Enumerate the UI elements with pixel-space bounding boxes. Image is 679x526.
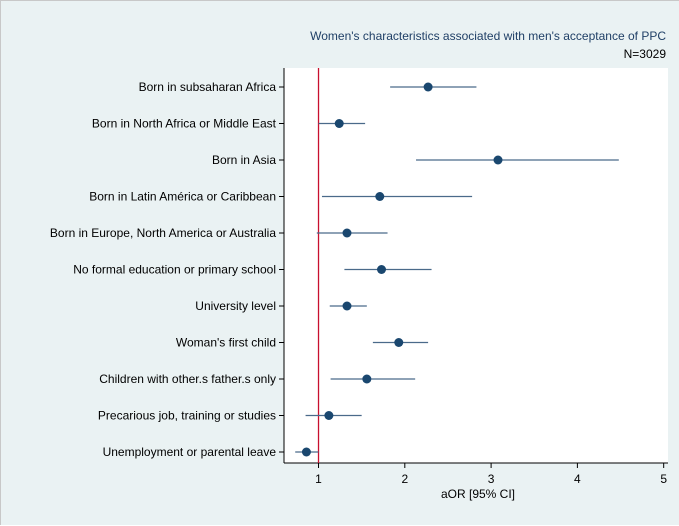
x-axis-title: aOR [95% CI] [441, 487, 515, 501]
chart-title: Women's characteristics associated with … [310, 29, 666, 43]
category-label: Children with other.s father.s only [99, 372, 276, 386]
category-label: Precarious job, training or studies [98, 409, 276, 423]
category-label: Woman's first child [176, 336, 276, 350]
x-tick-label: 5 [660, 472, 667, 486]
estimate-point [362, 374, 372, 384]
estimate-point [324, 411, 334, 420]
category-label: Born in subsaharan Africa [139, 80, 277, 94]
estimate-point [375, 192, 385, 201]
chart-subtitle: N=3029 [624, 47, 667, 61]
category-label: Unemployment or parental leave [103, 445, 277, 459]
x-tick-label: 2 [401, 472, 408, 486]
estimate-point [334, 119, 344, 128]
estimate-point [394, 338, 404, 347]
category-label: Born in Asia [212, 153, 276, 167]
y-axis-ticks: Born in subsaharan Africa Born in North A… [50, 80, 284, 459]
category-label: Born in North Africa or Middle East [92, 117, 277, 131]
estimate-point [377, 265, 387, 274]
estimate-point [342, 228, 352, 238]
category-label: Born in Europe, North America or Austral… [50, 226, 276, 240]
estimate-point [493, 155, 503, 165]
x-tick-label: 4 [574, 472, 581, 486]
estimate-point [342, 301, 352, 311]
x-tick-label: 3 [488, 472, 495, 486]
category-label: Born in Latin América or Caribbean [89, 190, 276, 204]
plot-area [284, 68, 668, 463]
ci-lines [295, 86, 619, 453]
x-tick-label: 1 [315, 472, 322, 486]
estimate-point [301, 447, 311, 457]
x-axis-ticks: 1 2 3 4 5 [315, 463, 667, 486]
category-label: No formal education or primary school [73, 263, 276, 277]
estimate-point [423, 82, 433, 92]
estimate-markers [301, 82, 503, 457]
category-label: University level [195, 299, 276, 313]
